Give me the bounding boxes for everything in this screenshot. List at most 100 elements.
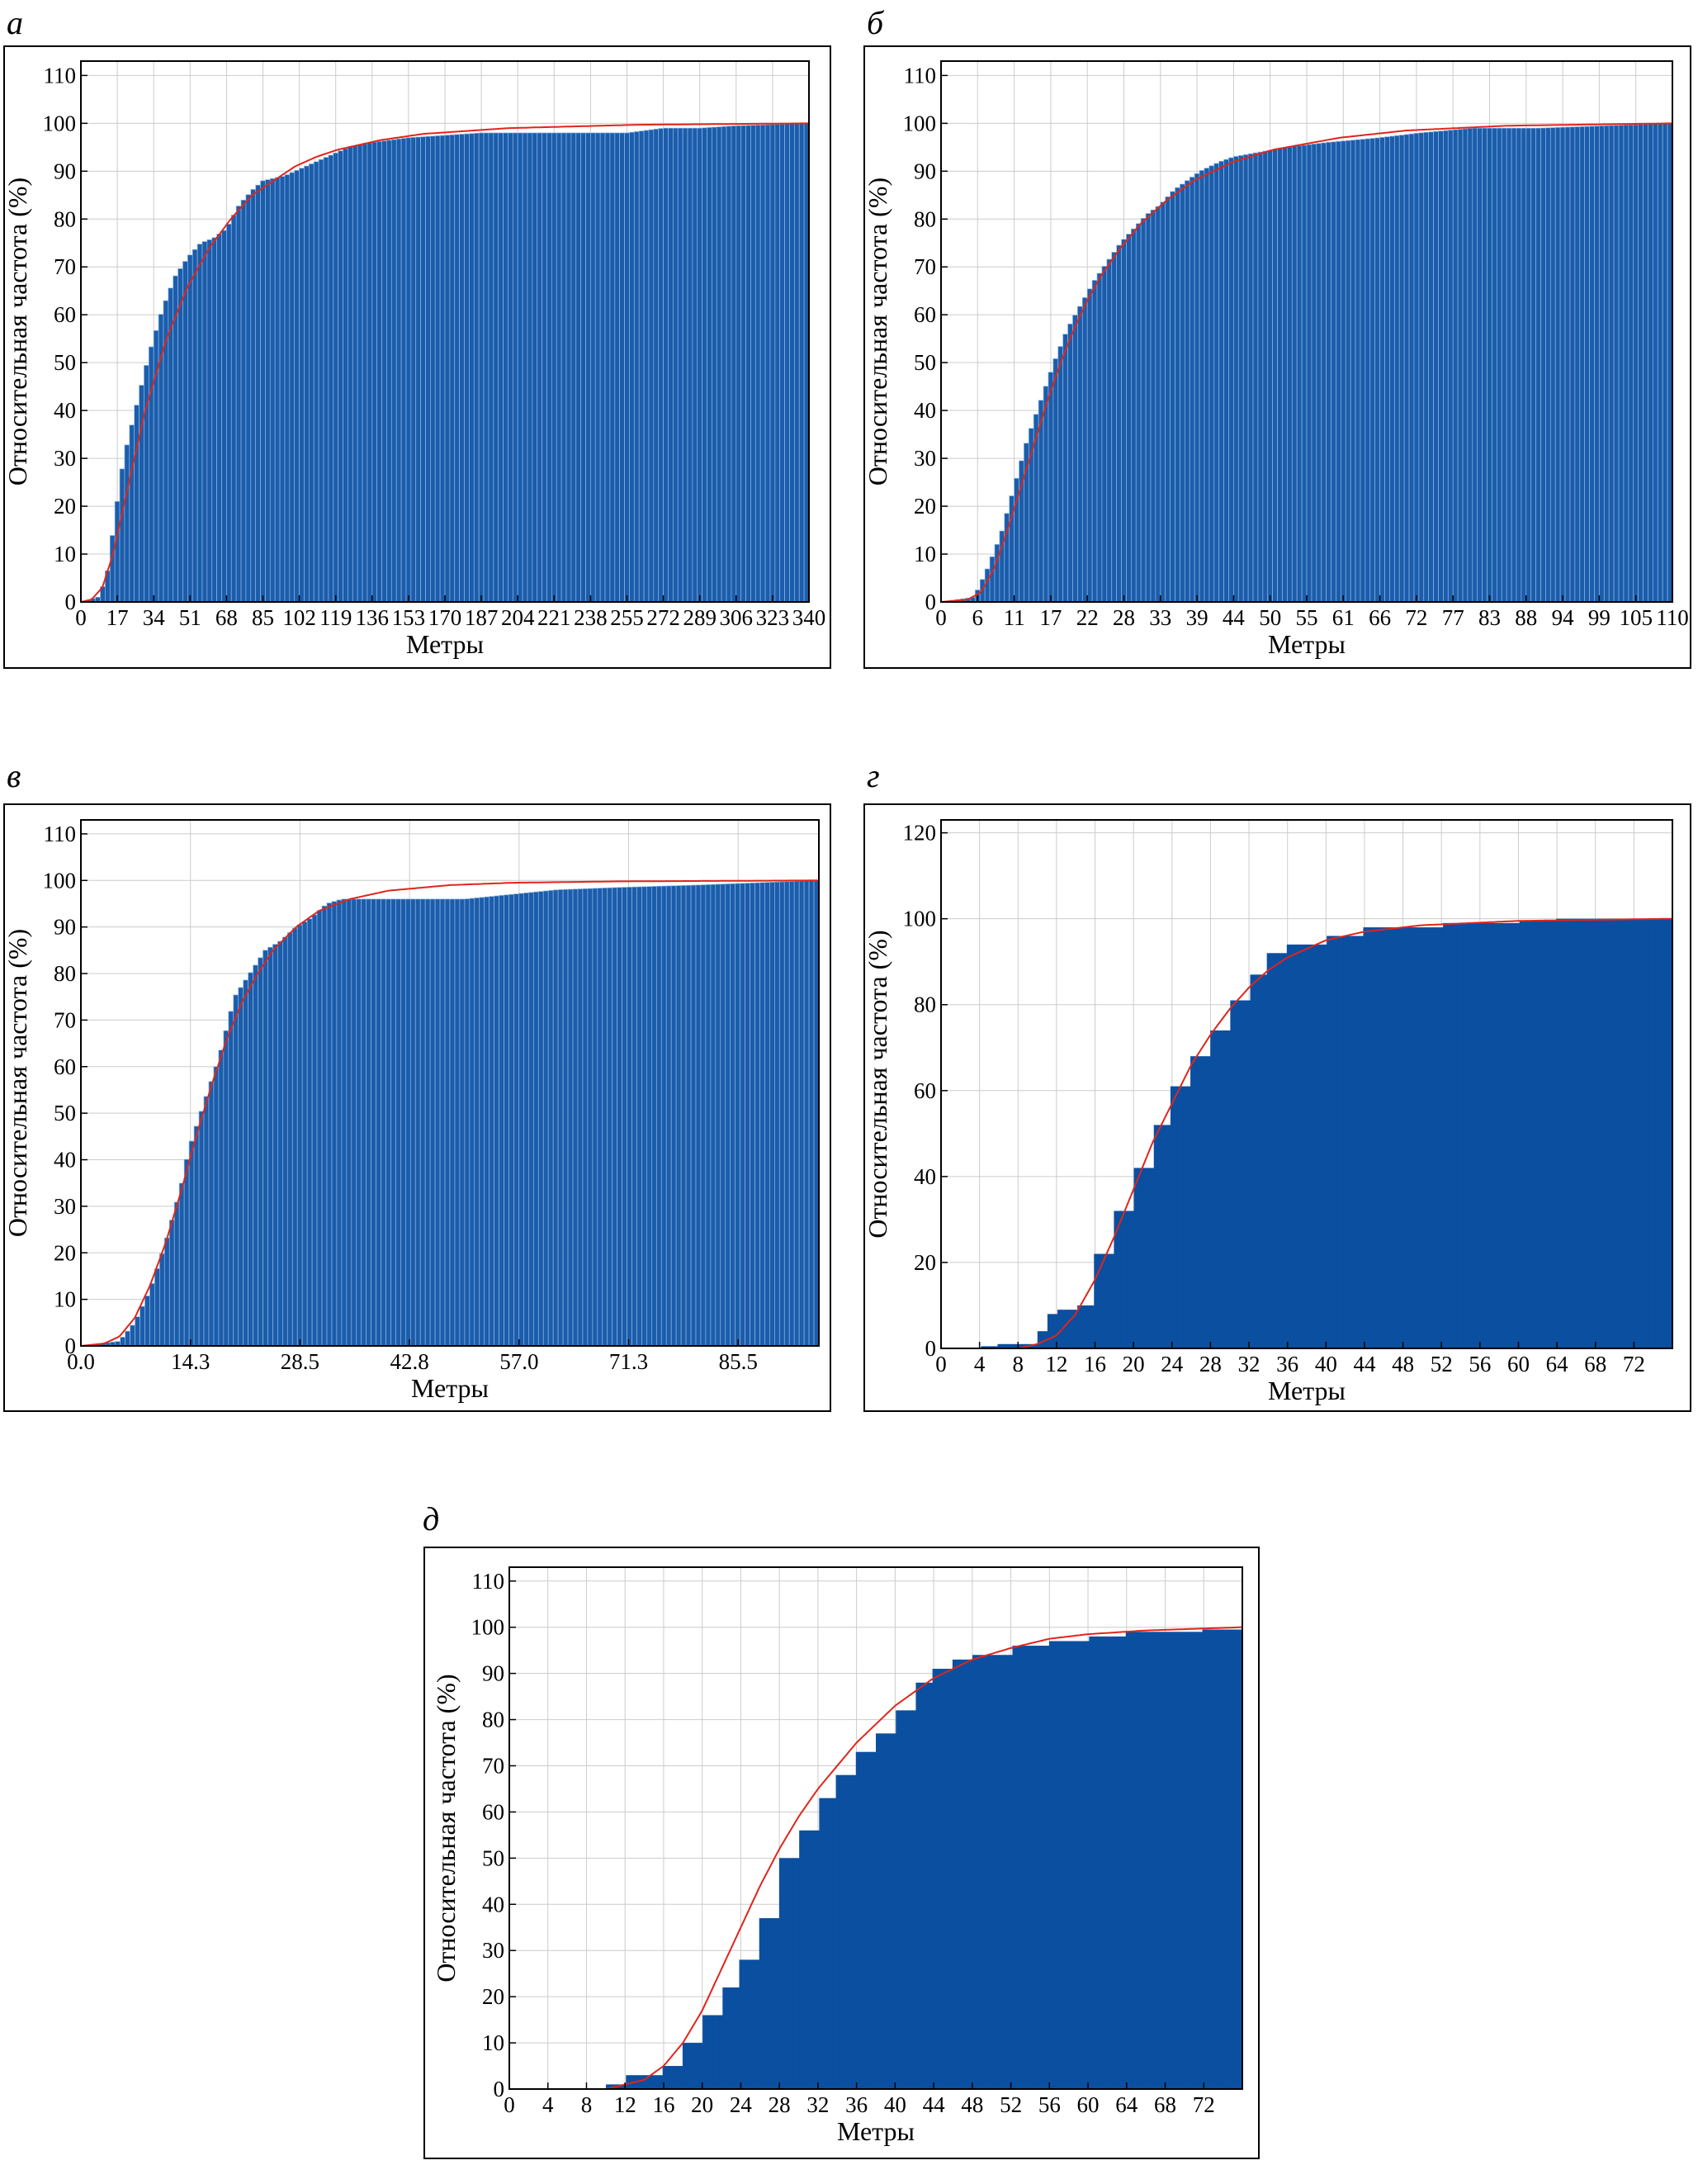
histogram-bar <box>1642 918 1647 1348</box>
histogram-bar <box>1192 1632 1197 2089</box>
histogram-bar <box>1002 1655 1007 2089</box>
y-tick-label: 110 <box>44 63 77 88</box>
x-tick-label: 39 <box>1186 605 1208 630</box>
histogram-bar <box>1668 918 1673 1348</box>
histogram-bar <box>1422 927 1427 1348</box>
histogram-bar <box>1030 1343 1035 1348</box>
histogram-bar <box>1519 921 1524 1348</box>
histogram-bar <box>1450 922 1454 1348</box>
histogram-bar <box>665 2066 670 2089</box>
histogram-bar <box>729 1987 734 2089</box>
histogram-bar <box>865 1751 870 2089</box>
histogram-bar <box>1232 1629 1237 2089</box>
histogram-bar <box>1014 1343 1019 1348</box>
histogram-bar <box>912 1710 917 2089</box>
histogram-bar <box>1463 922 1467 1348</box>
histogram-bar <box>1273 953 1278 1348</box>
histogram-bar <box>1009 1655 1014 2089</box>
histogram-bar <box>1084 1305 1088 1348</box>
histogram-bar <box>1225 1629 1230 2089</box>
histogram-bar <box>879 1733 883 2089</box>
x-tick-label: 66 <box>1369 605 1391 630</box>
histogram-bar <box>849 1774 854 2089</box>
histogram-bar <box>742 1959 747 2089</box>
histogram-bar <box>991 1346 996 1348</box>
x-tick-label: 340 <box>792 605 826 630</box>
histogram-bar <box>1004 1343 1009 1348</box>
histogram-bar <box>855 1751 860 2089</box>
histogram-bar <box>1022 1646 1027 2089</box>
histogram-bar <box>965 1659 970 2089</box>
histogram-bar <box>1556 918 1560 1348</box>
histogram-bar <box>1102 1636 1107 2089</box>
x-tick-label: 221 <box>537 605 571 630</box>
y-tick-label: 40 <box>914 398 936 423</box>
histogram-bar <box>1053 1314 1058 1348</box>
histogram-bar <box>882 1733 887 2089</box>
histogram-bar <box>639 2075 644 2089</box>
histogram-bar <box>1042 1646 1047 2089</box>
histogram-bar <box>1147 1168 1152 1348</box>
histogram-bar <box>1453 922 1457 1348</box>
histogram-bar <box>1443 922 1447 1348</box>
histogram-bar <box>1207 1056 1211 1348</box>
histogram-bar <box>1619 918 1624 1348</box>
x-tick-label: 88 <box>1515 605 1537 630</box>
histogram-bar <box>1662 918 1667 1348</box>
x-tick-label: 40 <box>1315 1352 1337 1376</box>
x-tick-label: 68 <box>1584 1352 1606 1376</box>
histogram-bar <box>806 1830 810 2089</box>
histogram-bar <box>1310 944 1314 1348</box>
histogram-bar <box>775 1918 780 2089</box>
histogram-bar <box>992 1655 996 2089</box>
histogram-bar <box>1152 1632 1156 2089</box>
x-tick-label: 48 <box>961 2092 983 2117</box>
histogram-bar <box>1396 927 1401 1348</box>
y-tick-label: 80 <box>914 206 936 231</box>
histogram-bar <box>1123 1210 1128 1348</box>
histogram-bar <box>1419 927 1424 1348</box>
histogram-bar <box>1553 921 1557 1348</box>
histogram-bar <box>1222 1629 1227 2089</box>
histogram-bar <box>1117 1210 1122 1348</box>
histogram-bar <box>606 2084 610 2089</box>
histogram-bar <box>899 1710 903 2089</box>
histogram-bar <box>1459 922 1464 1348</box>
panel-letter-v: в <box>7 757 21 794</box>
histogram-bar <box>1128 1632 1133 2089</box>
histogram-bar <box>1509 922 1514 1348</box>
histogram-bar <box>1260 974 1265 1348</box>
histogram-bar <box>1353 936 1358 1348</box>
histogram-bar <box>1202 1629 1207 2089</box>
x-tick-label: 77 <box>1442 605 1464 630</box>
x-tick-label: 56 <box>1469 1352 1491 1376</box>
histogram-bar <box>1629 918 1634 1348</box>
histogram-bar <box>1479 922 1484 1348</box>
histogram-bar <box>1436 927 1440 1348</box>
x-tick-label: 153 <box>392 605 426 630</box>
histogram-bar <box>1615 918 1620 1348</box>
histogram-bar <box>1343 936 1347 1348</box>
x-tick-label: 238 <box>574 605 608 630</box>
x-tick-label: 12 <box>1045 1352 1067 1376</box>
histogram-bar <box>987 1346 992 1348</box>
histogram-bar <box>1169 1632 1173 2089</box>
histogram-bar <box>1007 1343 1012 1348</box>
y-tick-label: 20 <box>914 494 936 519</box>
histogram-bar <box>1133 1168 1138 1348</box>
y-tick-label: 110 <box>472 1569 505 1594</box>
histogram-bar <box>1173 1086 1178 1348</box>
histogram-bar <box>1279 953 1284 1348</box>
histogram-bar <box>1089 1636 1093 2089</box>
histogram-bar <box>1217 1030 1221 1348</box>
histogram-bar <box>1115 1636 1120 2089</box>
histogram-bar <box>942 1669 947 2089</box>
histogram-bar <box>1243 1000 1248 1348</box>
fitted-curve <box>80 122 809 603</box>
histogram-bar <box>755 1959 760 2089</box>
y-tick-label: 50 <box>54 1101 76 1125</box>
histogram-bar <box>1289 944 1294 1348</box>
histogram-bar <box>1199 1632 1204 2089</box>
